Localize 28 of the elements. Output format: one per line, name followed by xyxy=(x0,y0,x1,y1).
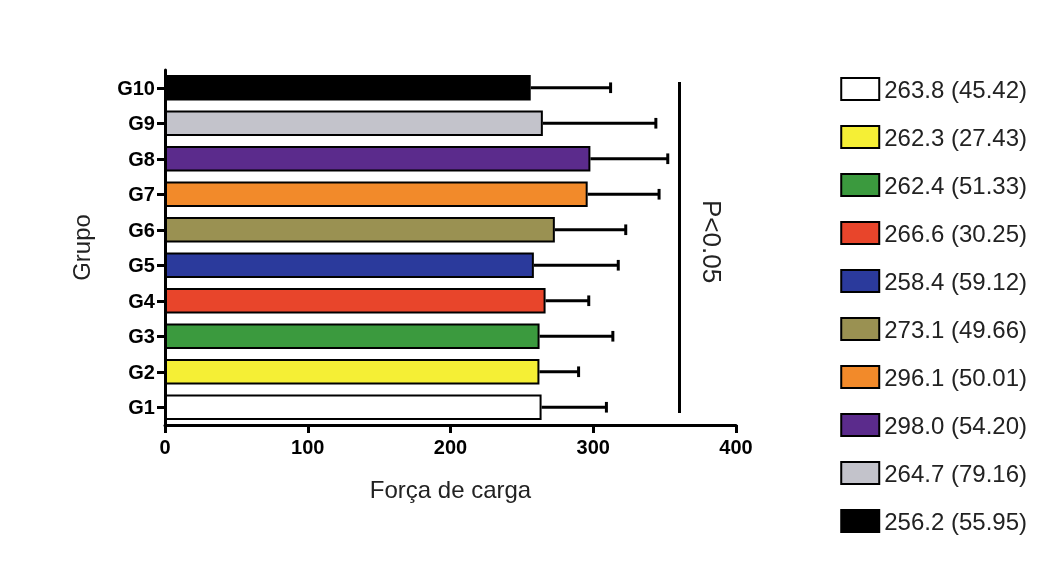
x-tick-label: 0 xyxy=(159,436,171,458)
y-tick-label: G6 xyxy=(128,218,155,241)
y-tick-label: G2 xyxy=(128,360,155,383)
legend-label: 258.4 (59.12) xyxy=(884,267,1028,295)
y-tick-label: G5 xyxy=(128,254,155,277)
legend-label: 264.7 (79.16) xyxy=(884,459,1028,487)
x-tick-label: 300 xyxy=(576,436,610,458)
legend-label: 256.2 (55.95) xyxy=(884,507,1028,535)
y-tick-label: G1 xyxy=(128,396,155,419)
legend-label: 266.6 (30.25) xyxy=(884,219,1028,247)
legend-label: 296.1 (50.01) xyxy=(884,363,1028,391)
x-axis-title: Força de carga xyxy=(369,475,532,503)
legend-label: 298.0 (54.20) xyxy=(884,411,1028,439)
y-tick-label: G9 xyxy=(128,112,155,135)
x-tick-label: 100 xyxy=(291,436,325,458)
legend-label: 262.4 (51.33) xyxy=(884,171,1028,199)
legend-label: 262.3 (27.43) xyxy=(884,123,1028,151)
y-tick-label: G3 xyxy=(128,325,155,348)
y-tick-label: G7 xyxy=(128,183,155,206)
legend-label: 273.1 (49.66) xyxy=(884,315,1028,343)
annotation: P<0.05 xyxy=(695,199,727,283)
y-axis-title: Grupo xyxy=(67,214,95,281)
y-tick-label: G10 xyxy=(117,76,155,99)
legend-label: 263.8 (45.42) xyxy=(884,75,1028,103)
x-tick-label: 400 xyxy=(719,436,753,458)
y-tick-label: G8 xyxy=(128,147,155,170)
y-tick-label: G4 xyxy=(128,289,156,312)
x-tick-label: 200 xyxy=(433,436,468,458)
